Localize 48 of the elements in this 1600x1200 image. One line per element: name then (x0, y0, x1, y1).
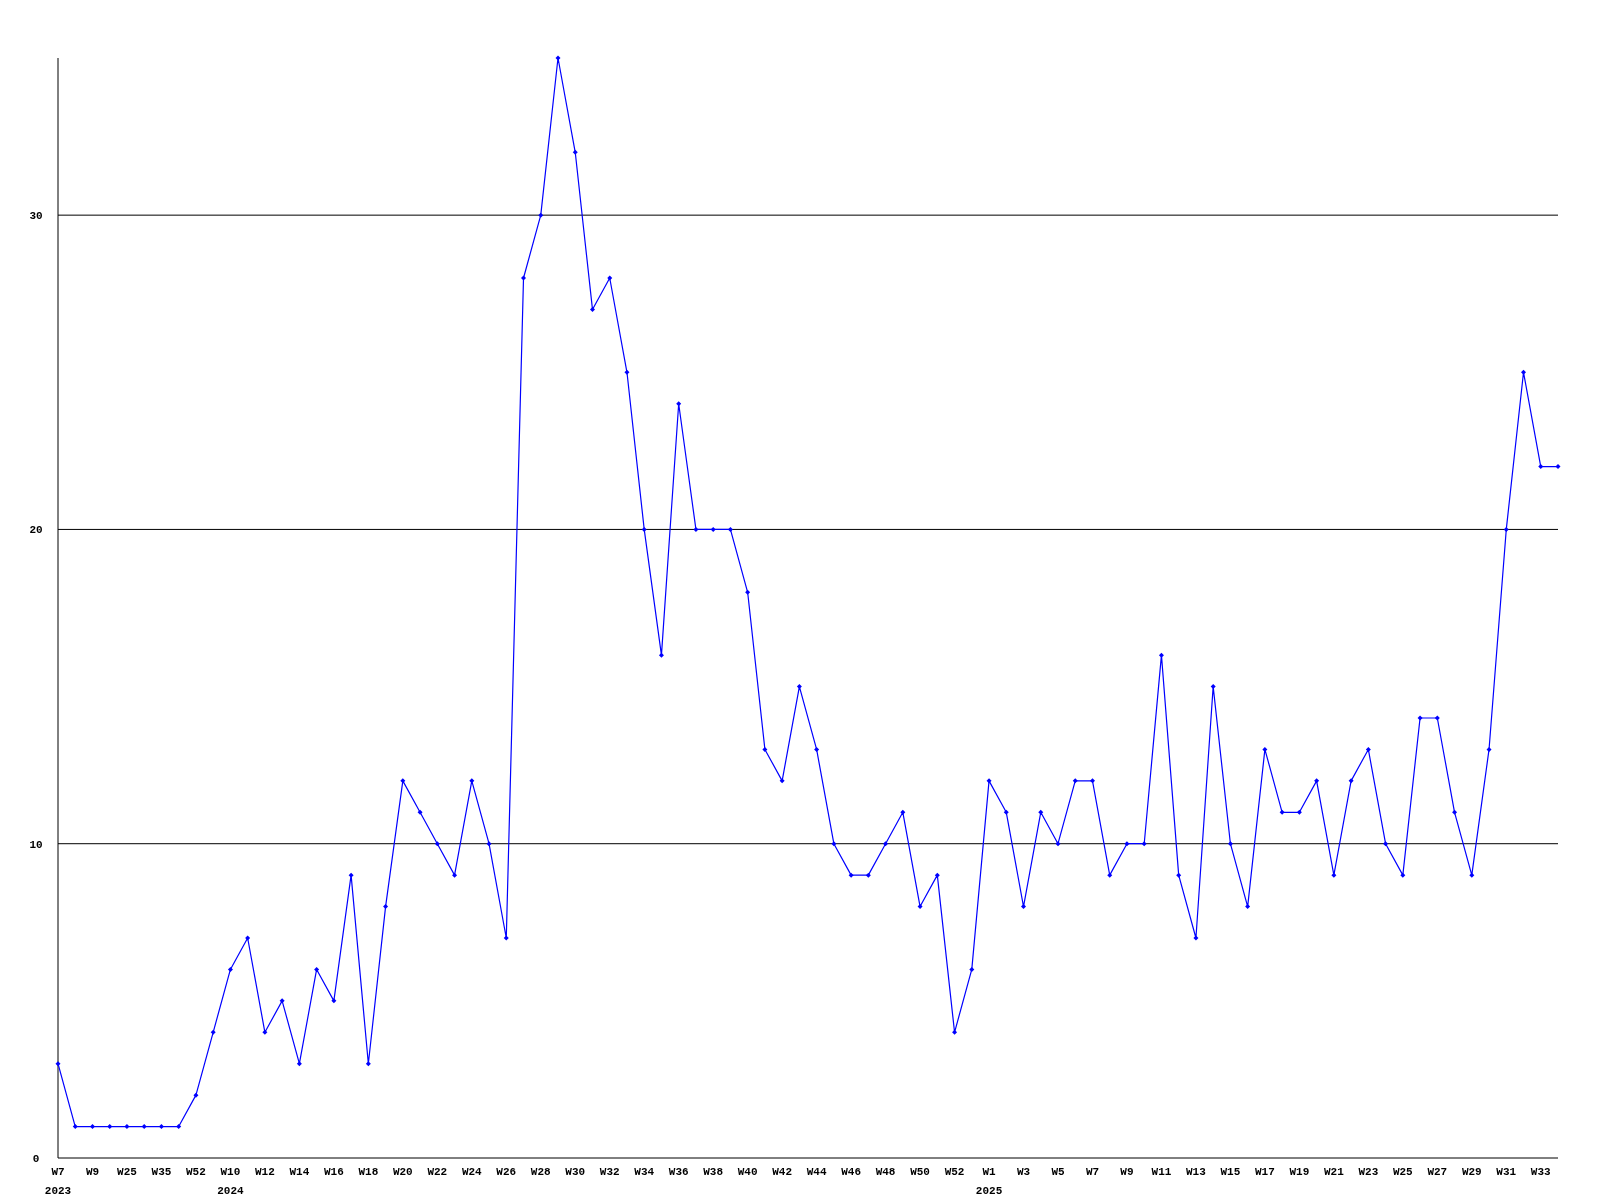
x-tick-label: W50 (910, 1166, 930, 1178)
x-tick-label: W7 (1085, 1166, 1100, 1178)
x-tick-label: W12 (254, 1166, 275, 1178)
x-tick-label: W13 (1186, 1166, 1207, 1178)
x-tick-label: W52 (186, 1166, 206, 1178)
x-tick-label: W40 (737, 1166, 758, 1178)
x-tick-label: W7 2023 (44, 1166, 72, 1197)
y-tick-label: 30 (29, 209, 43, 222)
x-tick-label: W31 (1496, 1166, 1517, 1178)
x-tick-label: W18 (358, 1166, 379, 1178)
x-tick-label: W3 (1016, 1166, 1031, 1178)
x-tick-label: W11 (1151, 1166, 1172, 1178)
x-tick-label: W9 (1120, 1166, 1134, 1178)
x-tick-label: W52 (944, 1166, 965, 1178)
x-tick-label: W34 (634, 1166, 655, 1178)
x-tick-label: W30 (565, 1166, 586, 1178)
x-tick-label: W25 (1392, 1166, 1414, 1178)
x-tick-label: W10 2024 (217, 1166, 245, 1197)
x-tick-label: W23 (1358, 1166, 1379, 1178)
x-tick-label: W5 (1051, 1166, 1065, 1178)
x-tick-label: W36 (668, 1166, 689, 1178)
x-tick-label: W42 (772, 1166, 793, 1178)
x-tick-label: W38 (703, 1166, 724, 1178)
x-tick-label: W24 (461, 1166, 483, 1178)
x-tick-label: W26 (496, 1166, 517, 1178)
y-tick-label: 20 (29, 524, 43, 537)
x-tick-label: W28 (530, 1166, 552, 1178)
x-tick-label: W35 (151, 1166, 172, 1178)
x-tick-label: W25 (117, 1166, 138, 1178)
x-tick-label: W46 (841, 1166, 862, 1178)
x-tick-label: W33 (1530, 1166, 1552, 1178)
x-tick-label: W32 (599, 1166, 620, 1178)
x-tick-label: W19 (1289, 1166, 1310, 1178)
y-tick-label: 0 (32, 1152, 40, 1165)
x-tick-label: W20 (392, 1166, 413, 1178)
x-tick-label: W16 (323, 1166, 344, 1178)
x-tick-label: W9 (85, 1166, 100, 1178)
x-tick-label: W27 (1427, 1166, 1448, 1178)
y-tick-label: 10 (29, 838, 43, 851)
x-tick-label: W1 2025 (975, 1166, 1003, 1197)
x-tick-label: W22 (427, 1166, 448, 1178)
x-tick-label: W14 (289, 1166, 310, 1178)
x-tick-label: W17 (1254, 1166, 1275, 1178)
x-tick-label: W21 (1323, 1166, 1345, 1178)
x-tick-label: W29 (1461, 1166, 1482, 1178)
x-tick-label: W44 (806, 1166, 827, 1178)
x-tick-label: W48 (875, 1166, 896, 1178)
x-tick-label: W15 (1220, 1166, 1241, 1178)
